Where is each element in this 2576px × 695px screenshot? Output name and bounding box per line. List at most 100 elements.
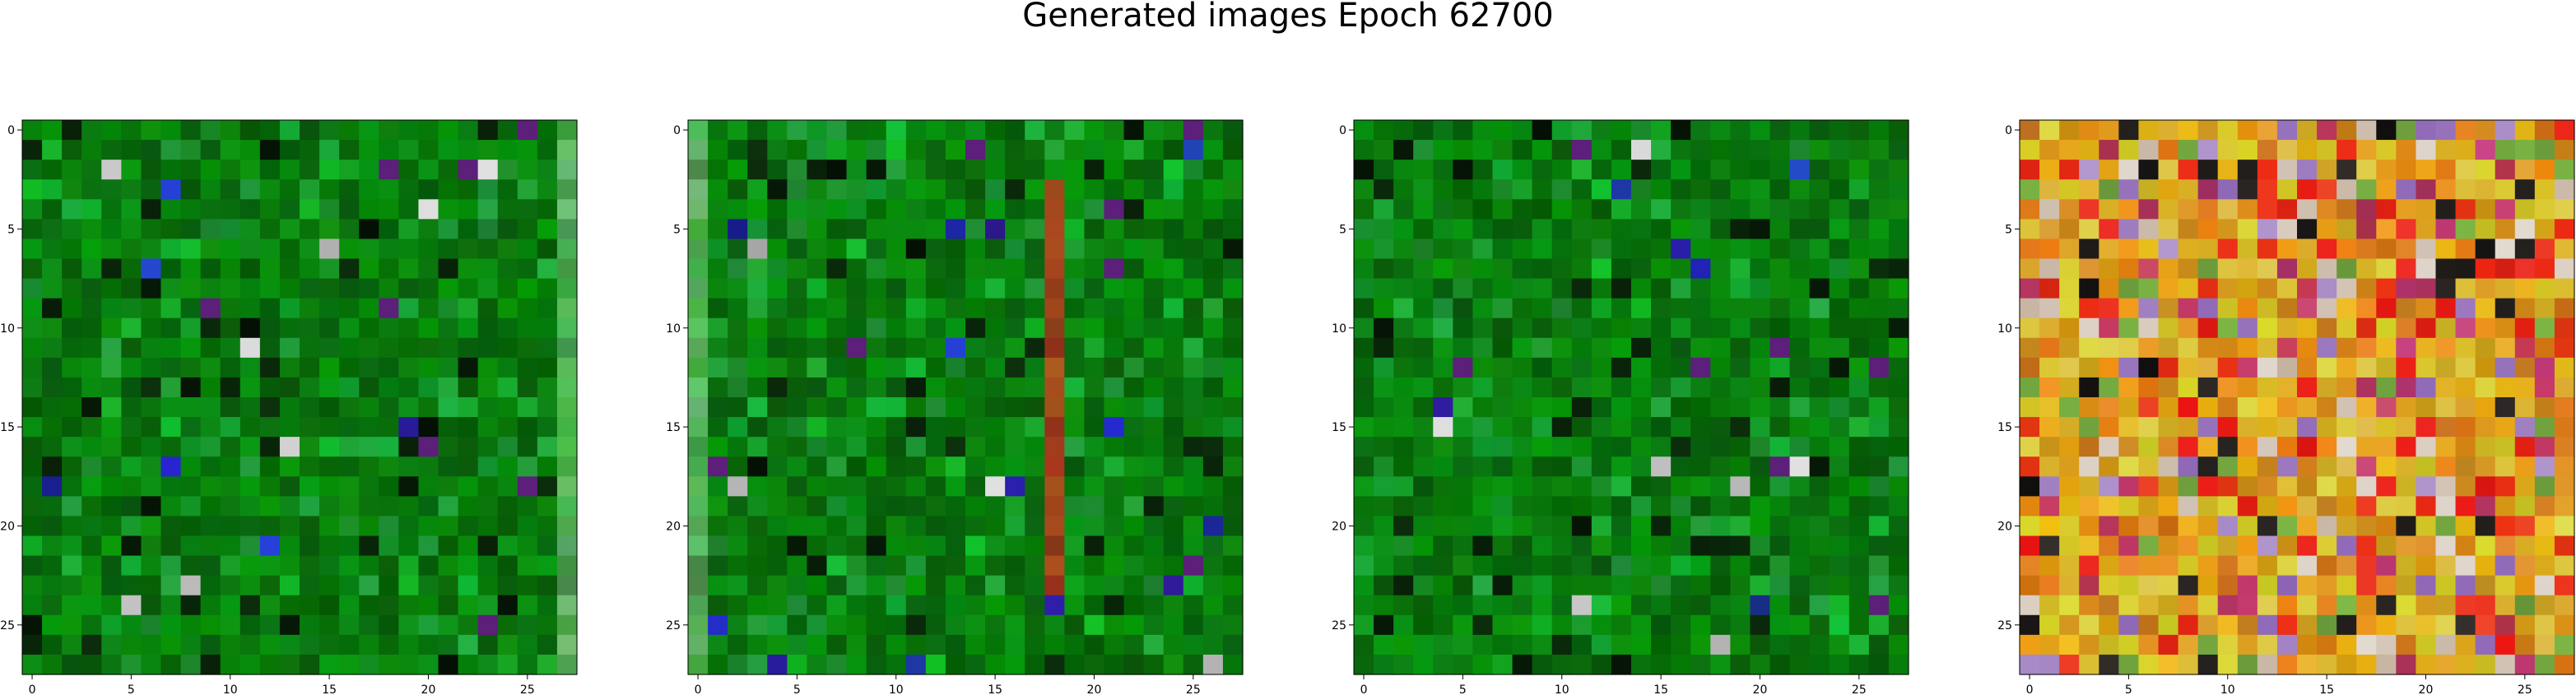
- pixel-cell: [2237, 298, 2258, 319]
- pixel-cell: [160, 535, 182, 557]
- pixel-cell: [1631, 456, 1652, 477]
- pixel-cell: [925, 535, 946, 557]
- pixel-cell: [359, 397, 379, 418]
- pixel-cell: [1025, 120, 1045, 141]
- pixel-cell: [1222, 575, 1244, 596]
- pixel-cell: [2237, 575, 2258, 596]
- pixel-cell: [418, 179, 439, 200]
- y-tick-label: 15: [666, 421, 681, 434]
- pixel-cell: [2039, 140, 2060, 160]
- pixel-cell: [2079, 476, 2099, 497]
- pixel-cell: [747, 239, 768, 260]
- pixel-cell: [1472, 298, 1494, 319]
- x-tick-label: 0: [29, 683, 36, 695]
- pixel-cell: [556, 199, 578, 220]
- pixel-cell: [101, 120, 122, 141]
- pixel-cell: [1888, 140, 1909, 160]
- pixel-cell: [2416, 595, 2437, 616]
- pixel-cell: [1848, 357, 1870, 378]
- pixel-cell: [747, 456, 768, 477]
- pixel-cell: [1374, 456, 1394, 477]
- y-tick-label: 20: [1332, 520, 1346, 533]
- pixel-cell: [81, 654, 102, 675]
- pixel-cell: [239, 535, 261, 557]
- pixel-cell: [22, 160, 43, 180]
- pixel-cell: [2376, 634, 2397, 656]
- pixel-cell: [807, 614, 828, 636]
- pixel-cell: [379, 397, 399, 418]
- pixel-cell: [1374, 120, 1394, 141]
- pixel-cell: [2217, 555, 2239, 577]
- pixel-cell: [965, 120, 986, 141]
- pixel-cell: [1163, 417, 1184, 438]
- pixel-cell: [458, 160, 479, 180]
- pixel-cell: [985, 357, 1006, 378]
- pixel-cell: [1472, 575, 1494, 596]
- pixel-cell: [2237, 535, 2258, 557]
- pixel-cell: [2197, 219, 2219, 240]
- pixel-cell: [1671, 437, 1691, 457]
- pixel-cell: [1809, 595, 1830, 616]
- pixel-cell: [1374, 437, 1394, 457]
- pixel-cell: [1044, 535, 1065, 557]
- pixel-cell: [239, 555, 261, 577]
- pixel-cell: [2217, 417, 2239, 438]
- pixel-cell: [1413, 298, 1434, 319]
- pixel-cell: [239, 317, 261, 339]
- pixel-cell: [1163, 516, 1184, 537]
- pixel-cell: [866, 614, 887, 636]
- pixel-cell: [2217, 634, 2239, 656]
- pixel-cell: [2039, 298, 2060, 319]
- pixel-cell: [1492, 258, 1514, 280]
- pixel-cell: [1025, 199, 1045, 220]
- pixel-cell: [708, 337, 728, 359]
- pixel-cell: [866, 140, 887, 160]
- pixel-cell: [1789, 278, 1811, 299]
- pixel-cell: [807, 516, 828, 537]
- pixel-cell: [556, 258, 578, 280]
- pixel-cell: [1123, 120, 1145, 141]
- pixel-cell: [1651, 456, 1672, 477]
- pixel-cell: [846, 555, 867, 577]
- pixel-cell: [1492, 120, 1514, 141]
- pixel-cell: [101, 219, 122, 240]
- pixel-cell: [886, 614, 907, 636]
- pixel-cell: [688, 278, 709, 299]
- pixel-cell: [2020, 317, 2040, 339]
- pixel-cell: [1393, 614, 1414, 636]
- pixel-cell: [747, 317, 768, 339]
- pixel-cell: [1848, 219, 1870, 240]
- pixel-cell: [2435, 140, 2457, 160]
- pixel-cell: [259, 278, 281, 299]
- pixel-cell: [1123, 377, 1145, 398]
- pixel-cell: [2020, 654, 2040, 675]
- pixel-cell: [2276, 437, 2298, 457]
- pixel-cell: [517, 219, 538, 240]
- pixel-cell: [1848, 654, 1870, 675]
- x-tick-label: 5: [128, 683, 135, 695]
- pixel-cell: [141, 278, 162, 299]
- pixel-cell: [846, 456, 867, 477]
- pixel-cell: [2376, 160, 2397, 180]
- pixel-cell: [477, 298, 499, 319]
- pixel-cell: [458, 516, 479, 537]
- pixel-cell: [1848, 179, 1870, 200]
- pixel-cell: [22, 397, 43, 418]
- pixel-cell: [1591, 317, 1612, 339]
- pixel-cell: [1512, 417, 1533, 438]
- pixel-cell: [398, 476, 420, 497]
- pixel-cell: [2554, 496, 2575, 517]
- pixel-cell: [1104, 239, 1125, 260]
- pixel-cell: [2059, 575, 2080, 596]
- pixel-cell: [22, 298, 43, 319]
- pixel-cell: [866, 278, 887, 299]
- pixel-cell: [379, 337, 399, 359]
- pixel-cell: [2118, 575, 2140, 596]
- pixel-cell: [1631, 397, 1652, 418]
- pixel-cell: [2475, 317, 2496, 339]
- pixel-cell: [81, 634, 102, 656]
- pixel-cell: [300, 377, 320, 398]
- pixel-cell: [2534, 476, 2555, 497]
- pixel-cell: [1671, 476, 1691, 497]
- pixel-cell: [497, 258, 518, 280]
